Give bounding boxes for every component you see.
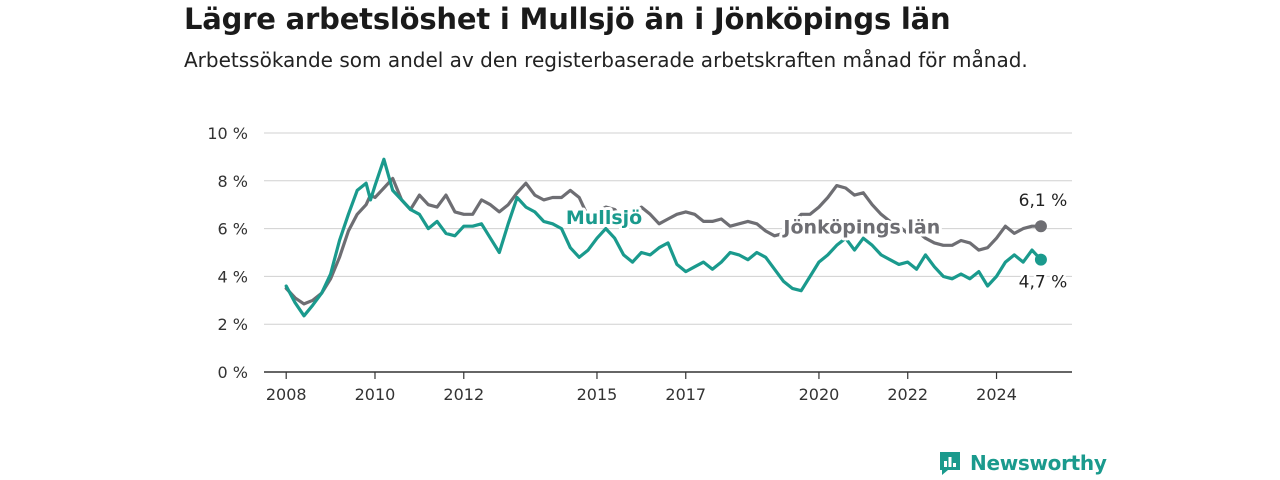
end-value-label: 4,7 % bbox=[1019, 273, 1068, 293]
y-tick-label: 10 % bbox=[207, 124, 248, 143]
newsworthy-logo-icon bbox=[938, 450, 962, 476]
series-line-mullsj- bbox=[284, 157, 1043, 318]
x-tick-label: 2022 bbox=[887, 385, 928, 404]
brand-logo: Newsworthy bbox=[938, 449, 1107, 477]
x-tick-label: 2010 bbox=[355, 385, 396, 404]
x-tick-label: 2017 bbox=[665, 385, 706, 404]
line-chart: 0 % 2 % 4 % 6 % 8 % 10 % 2008 2010 2012 2015 2017 2… bbox=[207, 124, 1072, 404]
end-point-marker bbox=[1034, 220, 1047, 233]
y-tick-label: 8 % bbox=[218, 172, 248, 191]
brand-name: Newsworthy bbox=[970, 451, 1107, 475]
x-tick-label: 2008 bbox=[266, 385, 307, 404]
chart-title: Lägre arbetslöshet i Mullsjö än i Jönköp… bbox=[184, 2, 951, 36]
y-tick-label: 6 % bbox=[218, 220, 248, 239]
end-value-label: 6,1 % bbox=[1019, 191, 1068, 211]
y-tick-label: 4 % bbox=[218, 267, 248, 286]
x-tick-label: 2012 bbox=[443, 385, 484, 404]
y-tick-label: 2 % bbox=[218, 315, 248, 334]
series-annotation: Jönköpings län bbox=[781, 216, 940, 238]
chart-subtitle: Arbetssökande som andel av den registerb… bbox=[184, 48, 1028, 72]
series-annotation: Mullsjö bbox=[566, 207, 642, 229]
x-tick-label: 2024 bbox=[976, 385, 1017, 404]
end-point-marker bbox=[1034, 253, 1047, 266]
x-tick-label: 2020 bbox=[799, 385, 840, 404]
x-tick-label: 2015 bbox=[577, 385, 618, 404]
y-tick-label: 0 % bbox=[218, 363, 248, 382]
